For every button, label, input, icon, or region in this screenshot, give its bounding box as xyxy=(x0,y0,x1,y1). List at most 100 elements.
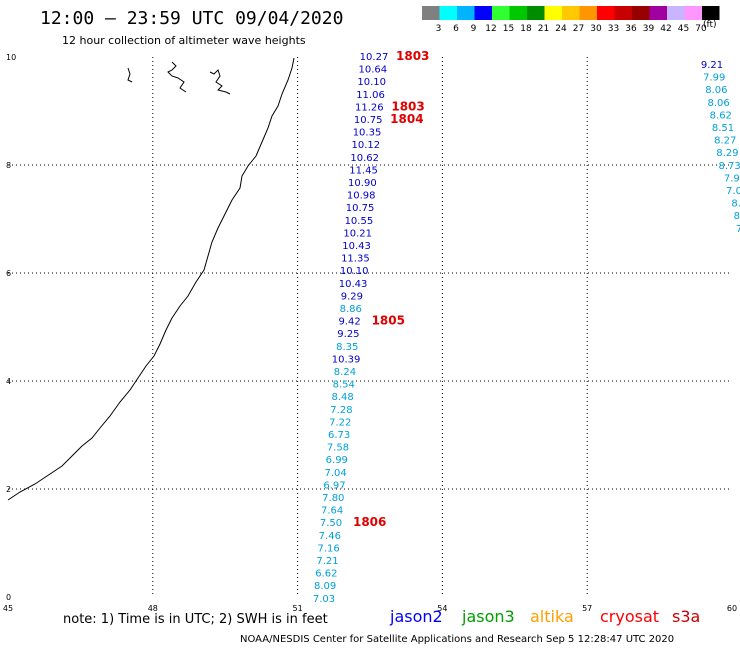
wave-height-value: 7. xyxy=(736,224,740,235)
wave-height-value: 10.39 xyxy=(332,354,361,365)
colorbar-swatch xyxy=(614,6,632,20)
wave-height-value: 7.9 xyxy=(724,173,740,184)
wave-height-value: 8.86 xyxy=(340,304,362,315)
wave-height-value: 8.48 xyxy=(331,392,353,403)
wave-height-value: 7.50 xyxy=(320,518,342,529)
wave-height-value: 11.45 xyxy=(349,165,378,176)
wave-height-value: 6.99 xyxy=(326,455,348,466)
wave-height-value: 6.73 xyxy=(328,430,350,441)
colorbar-swatch xyxy=(439,6,457,20)
colorbar-label: 30 xyxy=(590,24,602,34)
island-group xyxy=(127,61,231,95)
time-label: 1803 xyxy=(391,99,424,113)
footer-credit: NOAA/NESDIS Center for Satellite Applica… xyxy=(240,634,675,645)
colorbar-label: 27 xyxy=(573,24,584,34)
colorbar-label: 6 xyxy=(453,24,459,34)
legend-s3a: s3a xyxy=(672,607,701,626)
wave-height-value: 10.35 xyxy=(353,128,382,139)
colorbar-label: 45 xyxy=(678,24,689,34)
colorbar-label: 42 xyxy=(660,24,671,34)
colorbar-swatch xyxy=(649,6,667,20)
wave-height-value: 7.58 xyxy=(327,443,349,454)
page-title: 12:00 – 23:59 UTC 09/04/2020 xyxy=(40,8,344,29)
colorbar-label: 24 xyxy=(555,24,567,34)
colorbar-swatch xyxy=(474,6,492,20)
wave-height-value: 7.28 xyxy=(330,405,352,416)
wave-height-value: 10.21 xyxy=(343,228,372,239)
axis-ticks: 45 48 51 54 57 60 0 2 4 6 8 10 xyxy=(3,53,737,613)
altimeter-track-right: 9.217.998.068.068.628.518.278.298.737.97… xyxy=(701,60,740,247)
wave-height-value: 10.27 xyxy=(360,52,389,63)
wave-height-value: 7.64 xyxy=(321,506,343,517)
wave-height-value: 7.04 xyxy=(324,468,346,479)
colorbar-swatch xyxy=(702,6,720,20)
x-tick-label: 57 xyxy=(582,604,592,613)
wave-height-value: 6.97 xyxy=(323,480,345,491)
colorbar-swatch xyxy=(422,6,440,20)
wave-height-value: 8.27 xyxy=(714,136,736,147)
island-1 xyxy=(127,67,133,83)
y-tick-label: 2 xyxy=(6,485,11,494)
colorbar-swatch xyxy=(457,6,475,20)
wave-height-value: 8.54 xyxy=(333,380,355,391)
colorbar-label: 33 xyxy=(608,24,619,34)
wave-height-value: 10.75 xyxy=(346,203,375,214)
altimeter-track-center: 10.2710.6410.1011.0611.2610.7510.3510.12… xyxy=(313,52,388,605)
wave-height-value: 8.62 xyxy=(710,110,732,121)
y-tick-label: 0 xyxy=(6,593,11,602)
legend-altika: altika xyxy=(530,607,574,626)
wave-height-value: 8.06 xyxy=(705,85,727,96)
time-label: 1804 xyxy=(390,112,423,126)
wave-height-value: 8.24 xyxy=(334,367,356,378)
colorbar-label: 15 xyxy=(503,24,514,34)
wave-height-value: 7.03 xyxy=(313,594,335,605)
wave-height-value: 8. xyxy=(734,211,740,222)
colorbar-unit: (ft) xyxy=(703,20,717,30)
wave-height-value: 10.10 xyxy=(340,266,369,277)
y-tick-label: 10 xyxy=(6,53,16,62)
colorbar-label: 21 xyxy=(538,24,549,34)
y-tick-label: 6 xyxy=(6,269,11,278)
wave-height-value: 9.42 xyxy=(338,317,360,328)
time-label: 1803 xyxy=(396,49,429,63)
wave-height-value: 7.22 xyxy=(329,417,351,428)
wave-height-value: 9.25 xyxy=(337,329,359,340)
wave-height-value: 10.98 xyxy=(347,191,376,202)
y-tick-label: 4 xyxy=(6,377,11,386)
legend-cryosat: cryosat xyxy=(600,607,660,626)
wave-height-value: 8.09 xyxy=(314,581,336,592)
wave-height-value: 8.35 xyxy=(336,342,358,353)
legend-jason2: jason2 xyxy=(390,607,443,626)
wave-height-value: 7.99 xyxy=(703,73,725,84)
island-3 xyxy=(209,69,231,95)
x-tick-label: 45 xyxy=(3,604,13,613)
colorbar-swatch xyxy=(544,6,562,20)
wave-height-value: 10.55 xyxy=(345,216,374,227)
x-tick-label: 48 xyxy=(148,604,158,613)
wave-height-value: 10.43 xyxy=(339,279,368,290)
legend-jason3: jason3 xyxy=(462,607,515,626)
time-label: 1806 xyxy=(353,515,386,529)
colorbar-label: 9 xyxy=(471,24,477,34)
wave-height-value: 9.29 xyxy=(341,291,363,302)
wave-height-value: 11.06 xyxy=(356,90,385,101)
colorbar-swatch xyxy=(562,6,580,20)
colorbar-label: 18 xyxy=(520,24,532,34)
colorbar-swatch xyxy=(492,6,510,20)
colorbar-label: 70 xyxy=(695,24,707,34)
colorbar-swatch xyxy=(667,6,685,20)
wave-height-value: 10.64 xyxy=(359,65,388,76)
wave-height-value: 10.90 xyxy=(348,178,377,189)
coastline xyxy=(7,57,295,501)
wave-height-value: 11.35 xyxy=(341,254,370,265)
x-tick-label: 51 xyxy=(293,604,303,613)
colorbar-swatch xyxy=(579,6,597,20)
time-label: 1805 xyxy=(372,314,405,328)
colorbar-label: 39 xyxy=(643,24,655,34)
wave-height-value: 9.21 xyxy=(701,60,723,71)
x-tick-label: 54 xyxy=(437,604,447,613)
wave-height-value: 8. xyxy=(731,199,740,210)
